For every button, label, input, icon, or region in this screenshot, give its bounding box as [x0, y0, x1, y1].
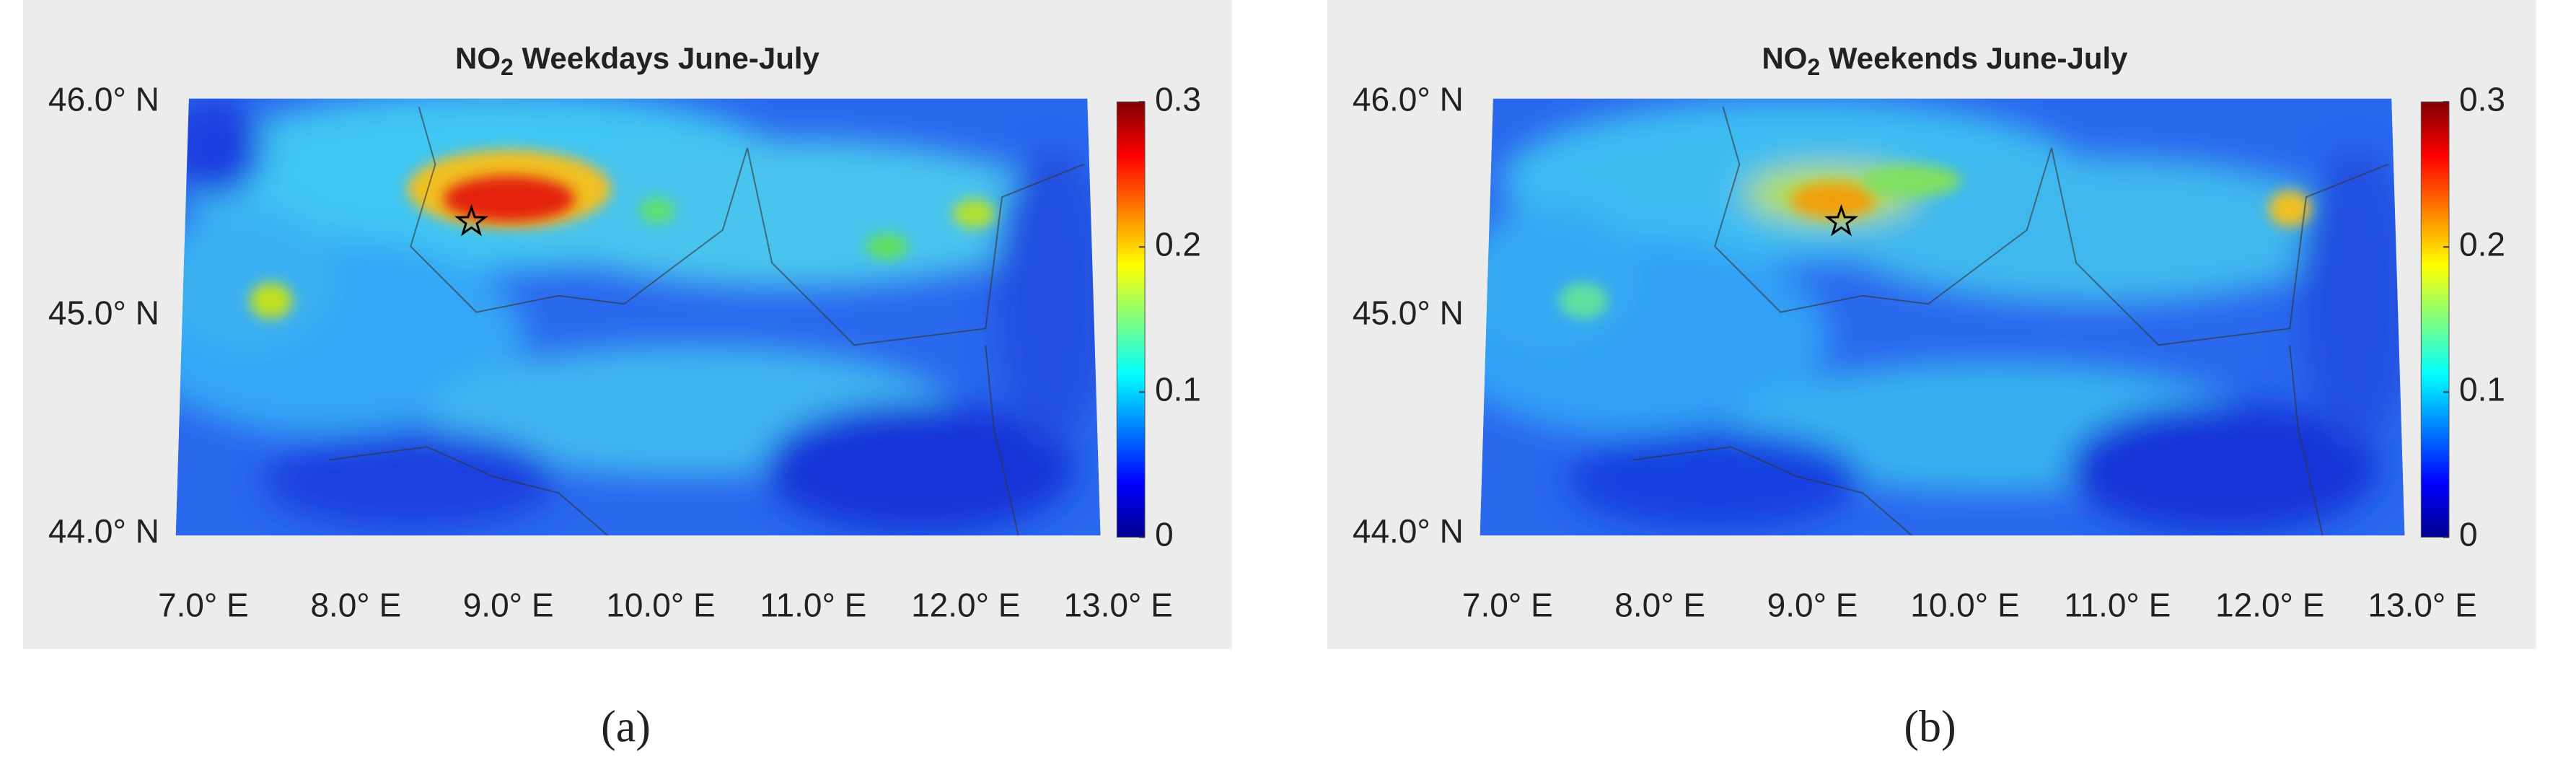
lon-label: 7.0° E	[158, 587, 249, 624]
concentration-blob	[250, 282, 293, 319]
lon-label: 13.0° E	[2368, 587, 2476, 624]
heatmap-field	[1480, 98, 2405, 535]
panel-caption: (b)	[1904, 702, 1956, 751]
coastline	[1632, 345, 2324, 536]
lat-label: 46.0° N	[48, 80, 159, 118]
concentration-blob	[509, 139, 1068, 288]
hotspot	[1863, 164, 1961, 198]
lat-label: 45.0° N	[1353, 294, 1464, 331]
panel: NO2 Weekends June-July 46.0° N 45.0° N 44.0…	[1327, 0, 2536, 751]
colorbar-tick-label: 0.3	[2459, 80, 2505, 118]
lon-label: 11.0° E	[2064, 587, 2171, 624]
hotspot	[1790, 182, 1876, 219]
lat-label: 45.0° N	[48, 294, 159, 331]
lon-label: 8.0° E	[310, 587, 401, 624]
hotspot	[865, 233, 909, 260]
coastline	[328, 345, 1019, 536]
site-star	[1824, 203, 1858, 237]
colorbar-tick-label: 0.1	[1155, 371, 1201, 408]
colorbar-tick-label: 0.3	[1155, 80, 1201, 118]
concentration-blob	[175, 98, 263, 198]
concentration-blob	[2268, 190, 2311, 227]
lat-label: 46.0° N	[1353, 80, 1464, 118]
colorbar-tick-label: 0	[2459, 516, 2478, 553]
panel-caption: (a)	[601, 702, 651, 751]
title-base: NO	[455, 41, 501, 75]
lon-label: 7.0° E	[1462, 587, 1553, 624]
concentration-blob	[1567, 430, 1863, 530]
colorbar	[1116, 101, 1146, 538]
lon-label: 8.0° E	[1614, 587, 1705, 624]
hotspot	[952, 198, 995, 229]
concentration-blob	[1790, 182, 1876, 219]
title-subscript: 2	[1807, 55, 1820, 81]
panel-title: NO2 Weekends June-July	[1762, 41, 2128, 80]
border	[1714, 106, 2389, 346]
concentration-blob	[263, 430, 559, 530]
lat-label: 44.0° N	[1353, 512, 1464, 550]
lon-label: 12.0° E	[2215, 587, 2324, 624]
title-rest: Weekends June-July	[1820, 41, 2128, 75]
concentration-blob	[2298, 147, 2405, 444]
hotspot	[443, 175, 575, 222]
concentration-blob	[993, 147, 1101, 444]
concentration-blob	[1863, 164, 1961, 198]
title-base: NO	[1762, 41, 1807, 75]
concentration-blob	[952, 198, 995, 229]
hotspot	[250, 282, 293, 319]
hotspot	[1558, 282, 1609, 319]
concentration-blob	[443, 175, 575, 222]
lon-label: 12.0° E	[911, 587, 1020, 624]
panel: NO2 Weekdays June-July 46.0° N 45.0° N 44.0…	[22, 0, 1232, 751]
concentration-blob	[1558, 282, 1609, 319]
heatmap-field	[175, 98, 1101, 535]
concentration-blob	[638, 197, 675, 224]
concentration-blob	[175, 205, 337, 354]
colorbar	[2420, 101, 2450, 538]
lat-label: 44.0° N	[48, 512, 159, 550]
heatmap	[175, 98, 1101, 536]
title-rest: Weekdays June-July	[514, 41, 820, 75]
concentration-blob	[1829, 156, 2356, 304]
colorbar-tick-label: 0.2	[1155, 225, 1201, 263]
colorbar-tick-label: 0.2	[2459, 225, 2505, 263]
border	[410, 106, 1085, 346]
site-star	[454, 203, 488, 237]
concentration-blob	[865, 233, 909, 260]
colorbar-tick-label: 0.1	[2459, 371, 2505, 408]
panel-title: NO2 Weekdays June-July	[455, 41, 820, 80]
lon-label: 9.0° E	[463, 587, 554, 624]
title-subscript: 2	[501, 55, 514, 81]
lon-label: 10.0° E	[1910, 587, 2019, 624]
hotspot	[638, 197, 675, 224]
lon-label: 9.0° E	[1767, 587, 1858, 624]
lon-label: 11.0° E	[760, 587, 866, 624]
concentration-blob	[2067, 402, 2381, 535]
heatmap	[1480, 98, 2405, 536]
lon-label: 13.0° E	[1063, 587, 1172, 624]
lon-label: 10.0° E	[606, 587, 715, 624]
colorbar-tick-label: 0	[1155, 516, 1174, 553]
hotspot	[2268, 190, 2311, 227]
concentration-blob	[763, 402, 1076, 535]
